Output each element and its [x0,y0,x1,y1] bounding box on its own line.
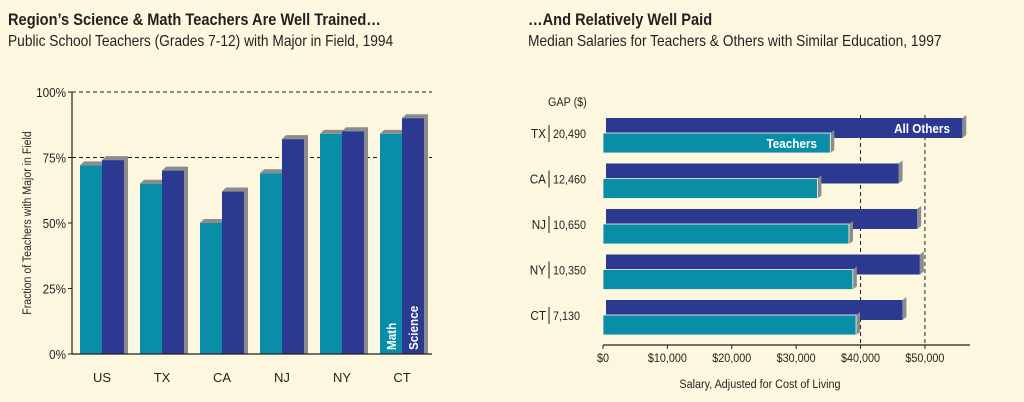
gap-value: 10,350 [553,265,586,278]
y-tick-label: 100% [36,85,66,100]
left-chart-subtitle: Public School Teachers (Grades 7-12) wit… [8,33,394,50]
right-chart-title: …And Relatively Well Paid [528,10,713,29]
bar-teachers-nj [602,223,850,245]
x-tick-label: CT [393,370,410,385]
x-axis-label-right: Salary, Adjusted for Cost of Living [679,379,840,392]
y-tick-label: 50% [43,216,66,231]
bar-shadow [222,187,248,354]
bar-math-ct [380,133,402,354]
y-tick-label: 25% [43,282,66,297]
legend-label-math: Math [384,323,399,350]
x-tick-label: CA [213,370,231,385]
category-label: CT [530,308,546,323]
bar-shadow [962,115,967,138]
bar-science-nj [282,139,304,354]
y-tick-label: 75% [43,151,66,166]
x-tick-label-right: $30,000 [777,353,816,366]
bar-science-tx [162,170,184,354]
x-tick-label: NY [333,370,351,385]
bar-shadow [848,221,853,244]
legend-label-science: Science [406,306,421,350]
bar-shadow [162,166,188,354]
bar-shadow [919,251,924,275]
bar-shadow [402,114,428,354]
bar-science-us [102,160,124,354]
right-chart-subtitle: Median Salaries for Teachers & Others wi… [528,33,942,50]
bar-shadow [898,160,903,184]
gap-header: GAP ($) [548,97,587,110]
bar-shadow [282,135,308,354]
bar-shadow [817,175,822,199]
gap-value: 10,650 [553,220,586,233]
category-label: NY [530,263,546,278]
x-tick-label-right: $40,000 [841,353,880,366]
bar-shadow [917,206,922,229]
y-axis-label: Fraction of Teachers with Major in Field [21,131,34,314]
bar-math-ny [320,133,342,354]
bar-shadow [342,127,368,354]
x-tick-label-right: $20,000 [712,353,751,366]
gap-value: 12,460 [553,174,586,187]
bar-shadow [856,312,861,335]
bar-math-ca [200,223,222,354]
bar-teachers-tx [602,132,831,154]
bar-teachers-ct [602,314,857,336]
legend-label-all-others: All Others [894,121,950,136]
bar-science-ct [402,118,424,354]
x-tick-label-right: $10,000 [648,353,687,366]
category-label: NJ [532,217,546,232]
legend-label-teachers: Teachers [767,136,818,151]
category-label: TX [531,126,546,141]
bar-science-ny [342,131,364,354]
bar-math-us [80,165,102,354]
bar-shadow [102,156,128,354]
x-tick-label-right: $0 [597,353,609,366]
x-tick-label-right: $50,000 [905,353,944,366]
bar-math-nj [260,173,282,354]
bar-math-tx [140,183,162,354]
bar-science-ca [222,191,244,354]
gap-value: 7,130 [553,311,580,324]
left-chart-title: Region’s Science & Math Teachers Are Wel… [8,10,381,29]
bar-teachers-ca [602,178,818,199]
x-tick-label: TX [154,370,171,385]
y-tick-label: 0% [49,347,66,362]
bar-shadow [852,266,857,290]
bar-shadow [830,130,835,153]
gap-value: 20,490 [553,129,586,142]
x-tick-label: US [93,370,111,385]
bar-teachers-ny [602,269,854,290]
x-tick-label: NJ [274,370,290,385]
bar-shadow [902,297,907,320]
category-label: CA [530,172,547,187]
